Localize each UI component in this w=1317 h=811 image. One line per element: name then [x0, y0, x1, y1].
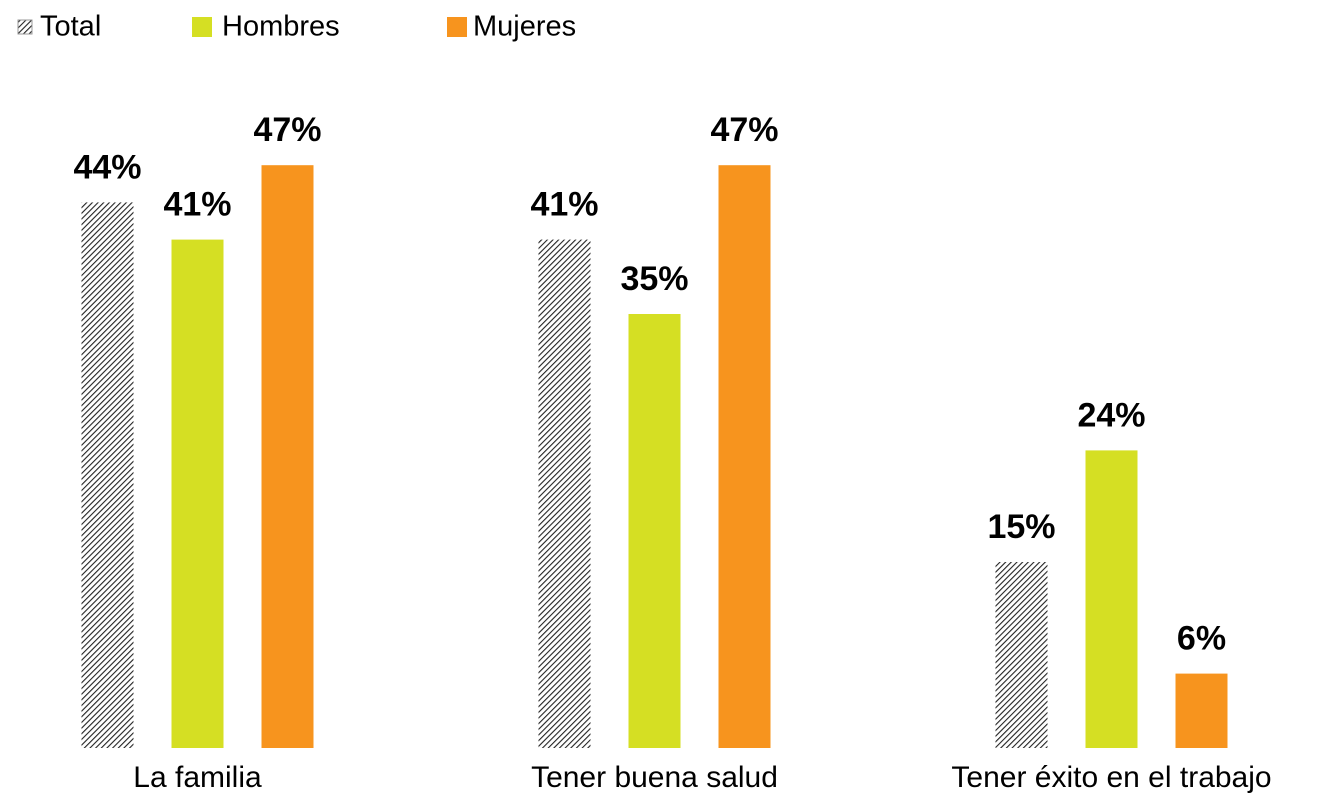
- value-label: 15%: [987, 508, 1055, 546]
- legend-label: Mujeres: [473, 11, 576, 43]
- bar: [261, 165, 314, 748]
- legend-swatch: [447, 17, 467, 37]
- bar: [628, 314, 681, 748]
- value-label: 47%: [253, 111, 321, 149]
- bar: [1175, 673, 1228, 748]
- bar: [538, 239, 591, 748]
- value-label: 35%: [620, 260, 688, 298]
- value-label: 41%: [163, 186, 231, 224]
- value-label: 6%: [1177, 620, 1226, 658]
- x-tick-label: Tener éxito en el trabajo: [951, 761, 1271, 794]
- bar: [995, 562, 1048, 748]
- bar: [718, 165, 771, 748]
- x-tick-label: Tener buena salud: [531, 761, 778, 794]
- bar: [171, 239, 224, 748]
- value-label: 47%: [710, 111, 778, 149]
- legend-label: Total: [40, 11, 101, 43]
- value-label: 24%: [1077, 396, 1145, 434]
- legend-label: Hombres: [222, 11, 340, 43]
- bar: [81, 202, 134, 748]
- legend-swatch: [17, 19, 33, 35]
- bar: [1085, 450, 1138, 748]
- legend-swatch: [192, 17, 212, 37]
- value-label: 44%: [73, 148, 141, 186]
- value-label: 41%: [530, 186, 598, 224]
- x-tick-label: La familia: [133, 761, 262, 794]
